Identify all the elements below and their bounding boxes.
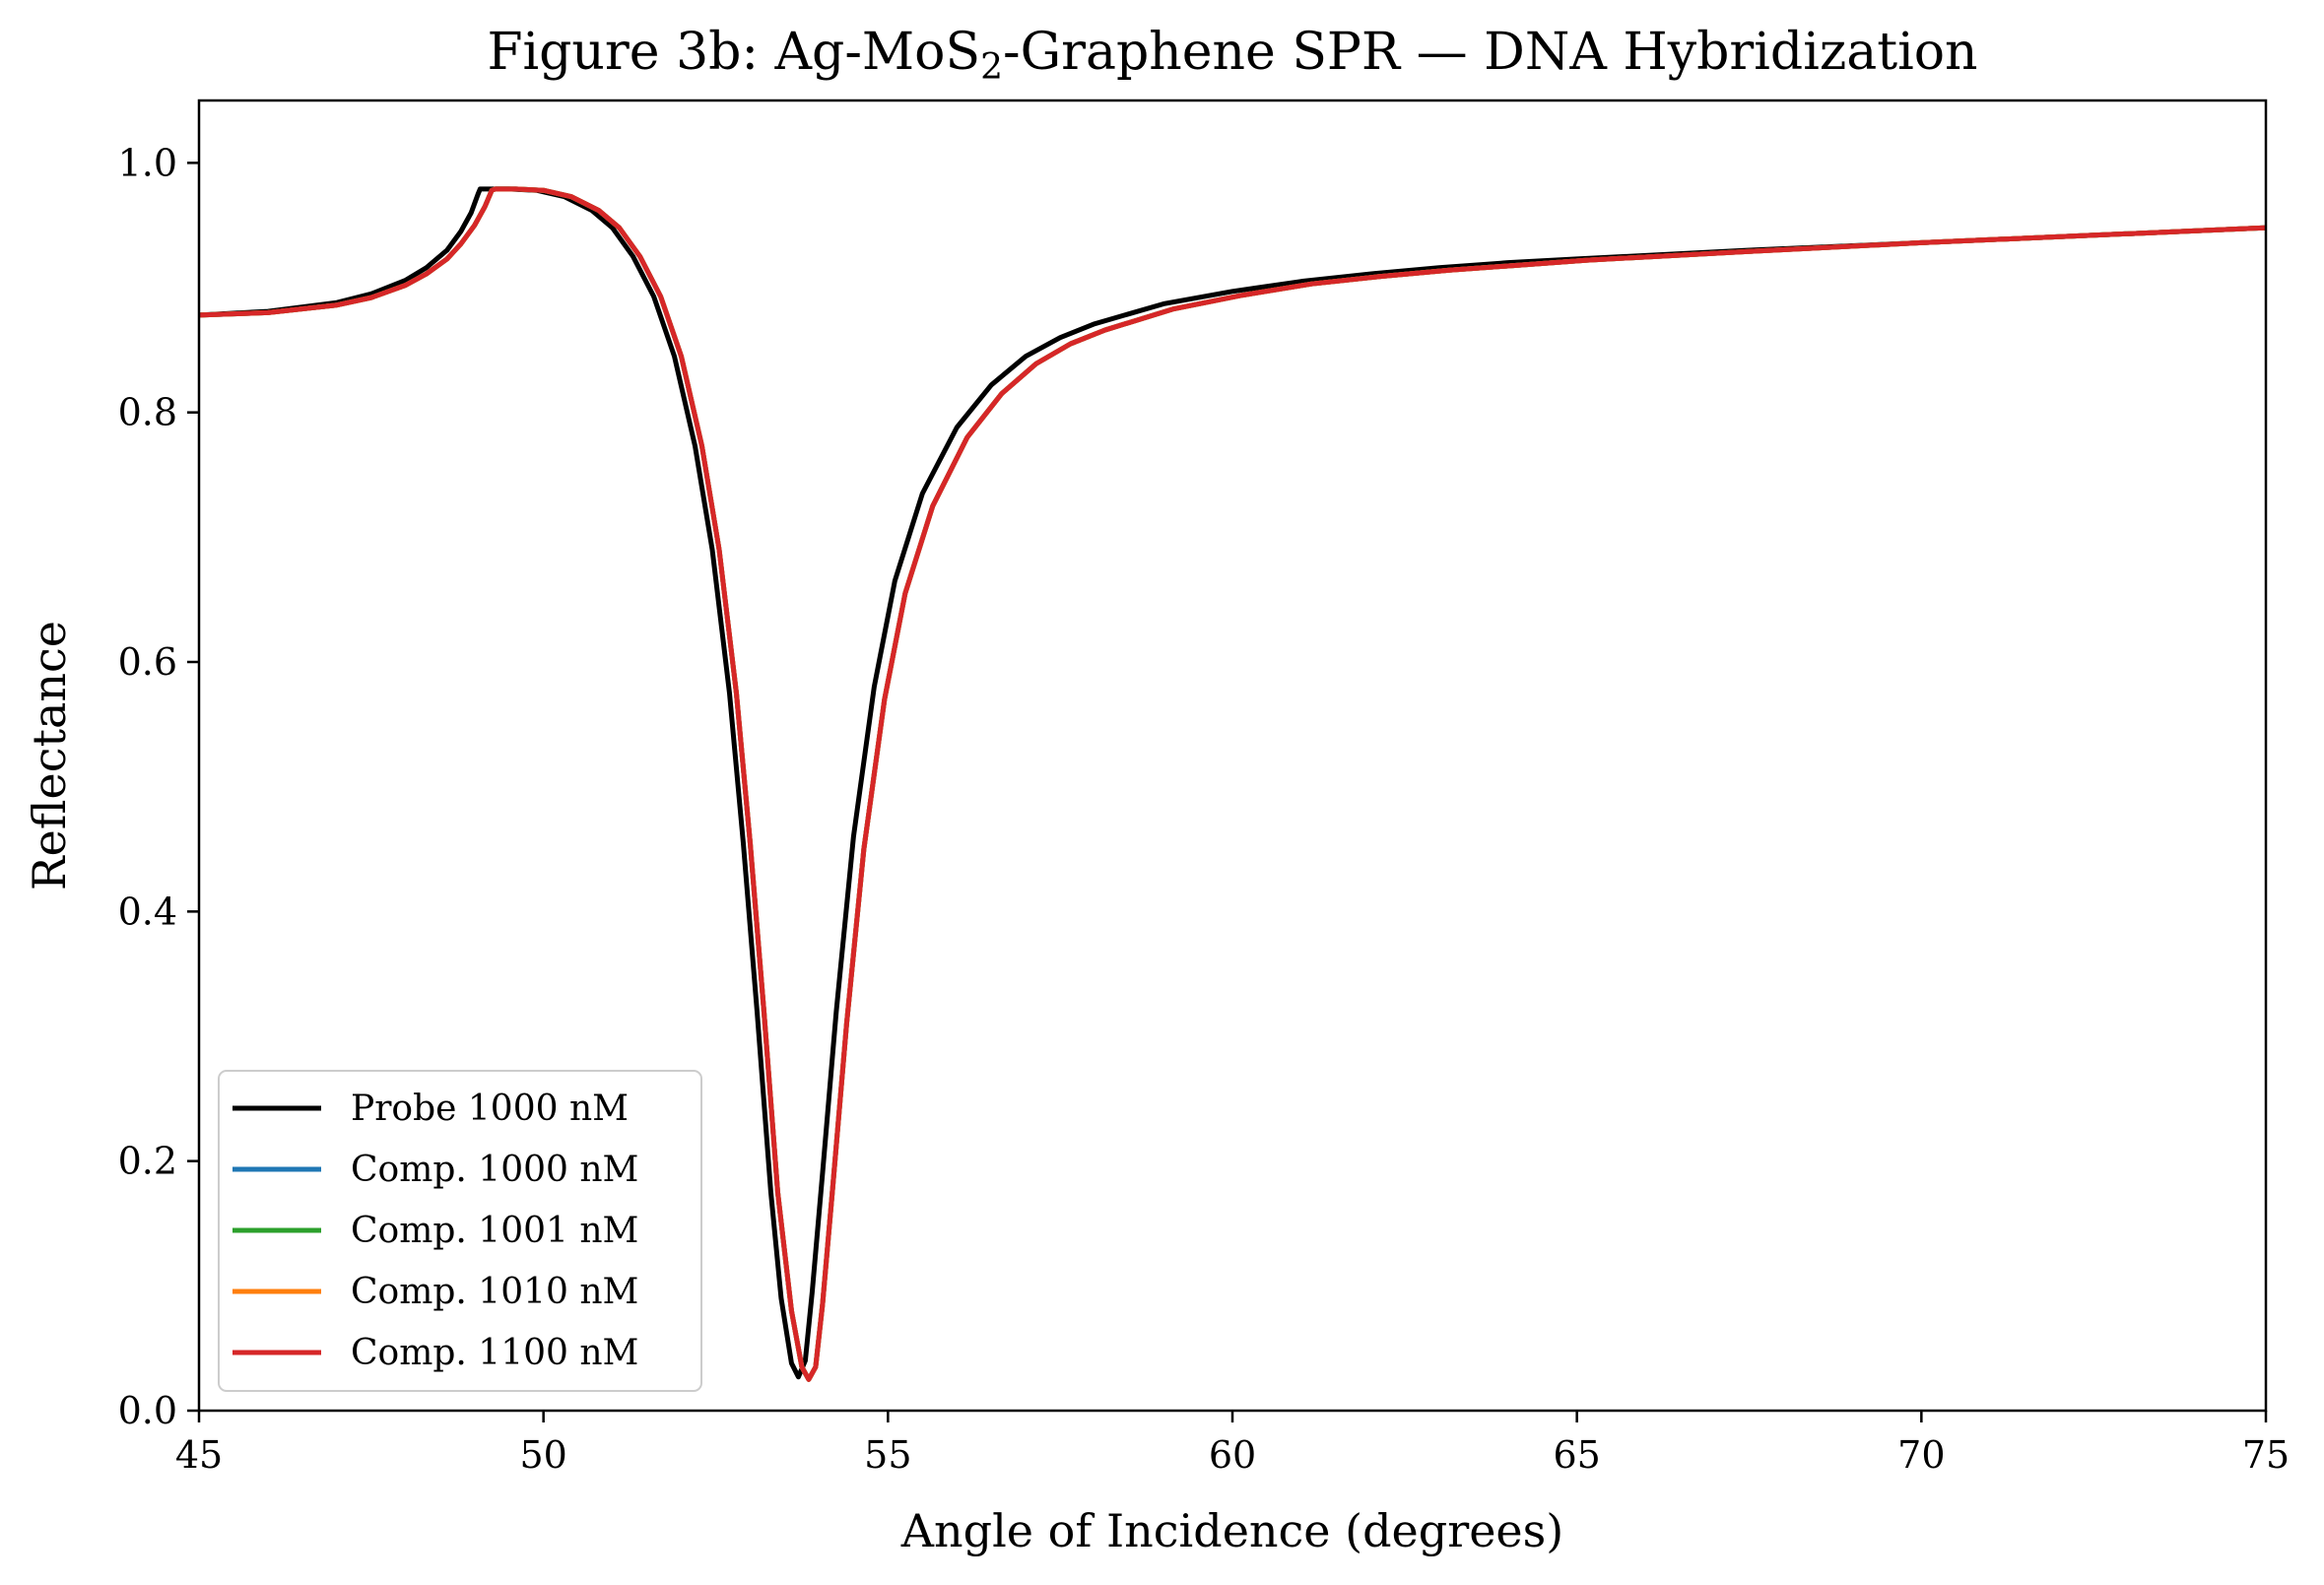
x-axis-label: Angle of Incidence (degrees)	[900, 1504, 1563, 1557]
x-tick-label: 75	[2242, 1433, 2290, 1477]
legend: Probe 1000 nM Comp. 1000 nM Comp. 1001 nM C…	[218, 1070, 702, 1392]
legend-items: Probe 1000 nM Comp. 1000 nM Comp. 1001 nM C…	[232, 1089, 638, 1373]
legend-label-4: Comp. 1100 nM	[351, 1333, 638, 1373]
chart-title: Figure 3b: Ag-MoS2-Graphene SPR — DNA Hy…	[487, 23, 1977, 88]
y-tick-label: 1.0	[118, 141, 177, 184]
x-tick-label: 70	[1897, 1433, 1945, 1477]
legend-label-2: Comp. 1001 nM	[351, 1211, 638, 1251]
series-line-0	[199, 186, 2266, 1380]
x-tick-label: 60	[1209, 1433, 1256, 1477]
legend-label-3: Comp. 1010 nM	[351, 1272, 638, 1312]
legend-box	[218, 1070, 702, 1392]
y-tick-label: 0.6	[118, 640, 177, 684]
x-tick-label: 50	[519, 1433, 566, 1477]
chart-title-main: Figure 3b: Ag-MoS	[487, 23, 980, 82]
y-tick-label: 0.8	[118, 391, 177, 434]
series-layer	[199, 186, 2266, 1382]
series-line-4	[199, 186, 2266, 1382]
y-tick-label: 0.0	[118, 1389, 177, 1432]
x-tick-label: 65	[1553, 1433, 1600, 1477]
y-tick-label: 0.4	[118, 890, 177, 933]
y-axis-label: Reflectance	[23, 621, 76, 891]
legend-label-0: Probe 1000 nM	[351, 1089, 629, 1129]
legend-label-1: Comp. 1000 nM	[351, 1150, 638, 1190]
x-tick-label: 45	[175, 1433, 223, 1477]
ticks-layer: 45 50 55 60 65 70 75 0.0 0.2 0.4 0.6 0.8 1.0	[118, 141, 2291, 1477]
x-tick-label: 55	[864, 1433, 911, 1477]
chart-title-subscript: 2	[980, 47, 1003, 88]
chart-title-rest: -Graphene SPR — DNA Hybridization	[1003, 23, 1978, 82]
y-tick-label: 0.2	[118, 1140, 177, 1183]
